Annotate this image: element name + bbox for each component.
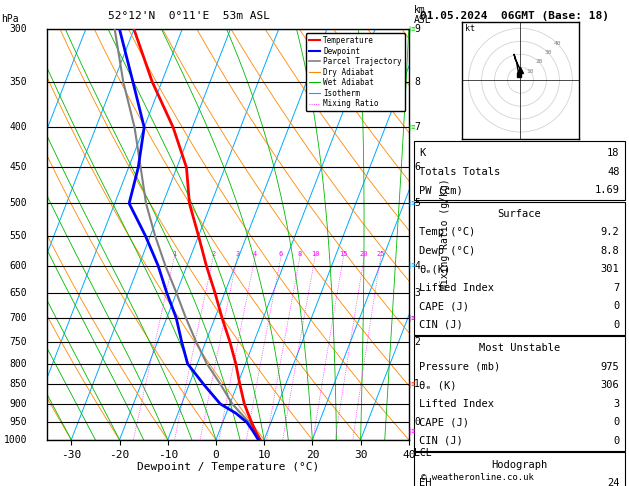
Text: CAPE (J): CAPE (J) (419, 301, 469, 311)
Legend: Temperature, Dewpoint, Parcel Trajectory, Dry Adiabat, Wet Adiabat, Isotherm, Mi: Temperature, Dewpoint, Parcel Trajectory… (306, 33, 405, 111)
Text: 1.69: 1.69 (594, 185, 620, 195)
Text: 4: 4 (415, 260, 420, 271)
Text: Mixing Ratio (g/kg): Mixing Ratio (g/kg) (440, 179, 450, 290)
Text: |≡: |≡ (408, 381, 416, 388)
Text: 0: 0 (613, 301, 620, 311)
Text: 2: 2 (415, 337, 420, 347)
Text: 10: 10 (311, 251, 320, 257)
Text: 0: 0 (613, 320, 620, 330)
Text: Surface: Surface (498, 209, 541, 219)
Text: 20: 20 (535, 59, 543, 64)
Text: kt: kt (465, 24, 475, 33)
Text: LCL: LCL (415, 448, 432, 458)
Text: CIN (J): CIN (J) (419, 436, 463, 446)
Text: 30: 30 (544, 50, 552, 55)
Text: 40: 40 (554, 41, 561, 46)
Text: 500: 500 (9, 198, 27, 208)
Text: 48: 48 (607, 167, 620, 176)
Text: Most Unstable: Most Unstable (479, 344, 560, 353)
Text: Pressure (mb): Pressure (mb) (419, 362, 500, 372)
Text: 52°12'N  0°11'E  53m ASL: 52°12'N 0°11'E 53m ASL (108, 12, 270, 21)
Text: |≡: |≡ (408, 200, 416, 207)
Text: 8: 8 (415, 77, 420, 87)
Text: 3: 3 (613, 399, 620, 409)
Text: 9: 9 (415, 24, 420, 34)
Text: θₑ (K): θₑ (K) (419, 381, 457, 390)
Text: θₑ(K): θₑ(K) (419, 264, 450, 274)
Text: 6: 6 (415, 162, 420, 173)
Text: |≡: |≡ (408, 124, 416, 131)
Text: 650: 650 (9, 288, 27, 298)
Text: 3: 3 (415, 288, 420, 298)
Text: 750: 750 (9, 337, 27, 347)
Text: 6: 6 (279, 251, 283, 257)
Text: 950: 950 (9, 417, 27, 427)
Text: 301: 301 (601, 264, 620, 274)
Text: 7: 7 (415, 122, 420, 132)
Text: Dewp (°C): Dewp (°C) (419, 246, 475, 256)
Text: 300: 300 (9, 24, 27, 34)
Text: EH: EH (419, 478, 431, 486)
Text: Lifted Index: Lifted Index (419, 399, 494, 409)
Text: CIN (J): CIN (J) (419, 320, 463, 330)
Text: 18: 18 (607, 148, 620, 158)
Text: © weatheronline.co.uk: © weatheronline.co.uk (421, 473, 534, 482)
Text: 900: 900 (9, 399, 27, 409)
Text: Temp (°C): Temp (°C) (419, 227, 475, 237)
Text: 0: 0 (613, 417, 620, 427)
Text: Lifted Index: Lifted Index (419, 283, 494, 293)
Text: 15: 15 (339, 251, 348, 257)
Text: 7: 7 (613, 283, 620, 293)
Text: 01.05.2024  06GMT (Base: 18): 01.05.2024 06GMT (Base: 18) (420, 12, 609, 21)
Text: 10: 10 (526, 69, 533, 73)
Text: 800: 800 (9, 359, 27, 369)
Text: 450: 450 (9, 162, 27, 173)
Text: 975: 975 (601, 362, 620, 372)
Text: |≡: |≡ (408, 428, 416, 434)
Text: 400: 400 (9, 122, 27, 132)
Text: 600: 600 (9, 260, 27, 271)
Text: 20: 20 (360, 251, 369, 257)
Text: 9.2: 9.2 (601, 227, 620, 237)
Text: 1: 1 (172, 251, 176, 257)
Text: |≡: |≡ (408, 26, 416, 33)
Text: 3: 3 (235, 251, 240, 257)
Text: 1: 1 (415, 380, 420, 389)
Text: hPa: hPa (1, 14, 19, 24)
Text: PW (cm): PW (cm) (419, 185, 463, 195)
Text: 4: 4 (253, 251, 257, 257)
Text: Totals Totals: Totals Totals (419, 167, 500, 176)
Text: 550: 550 (9, 231, 27, 241)
Text: 350: 350 (9, 77, 27, 87)
Text: 8: 8 (298, 251, 302, 257)
Text: 306: 306 (601, 381, 620, 390)
Text: CAPE (J): CAPE (J) (419, 417, 469, 427)
Text: 850: 850 (9, 380, 27, 389)
Text: km
ASL: km ASL (415, 5, 432, 25)
Text: 0: 0 (613, 436, 620, 446)
Text: 25: 25 (376, 251, 385, 257)
Text: Hodograph: Hodograph (491, 460, 547, 469)
Text: 700: 700 (9, 313, 27, 323)
Text: 5: 5 (415, 198, 420, 208)
Text: 24: 24 (607, 478, 620, 486)
Text: |≡: |≡ (408, 262, 416, 269)
X-axis label: Dewpoint / Temperature (°C): Dewpoint / Temperature (°C) (137, 462, 319, 472)
Text: 1000: 1000 (4, 435, 27, 445)
Text: |≡: |≡ (408, 314, 416, 322)
Text: 8.8: 8.8 (601, 246, 620, 256)
Text: 0: 0 (415, 417, 420, 427)
Text: 2: 2 (211, 251, 215, 257)
Text: K: K (419, 148, 425, 158)
